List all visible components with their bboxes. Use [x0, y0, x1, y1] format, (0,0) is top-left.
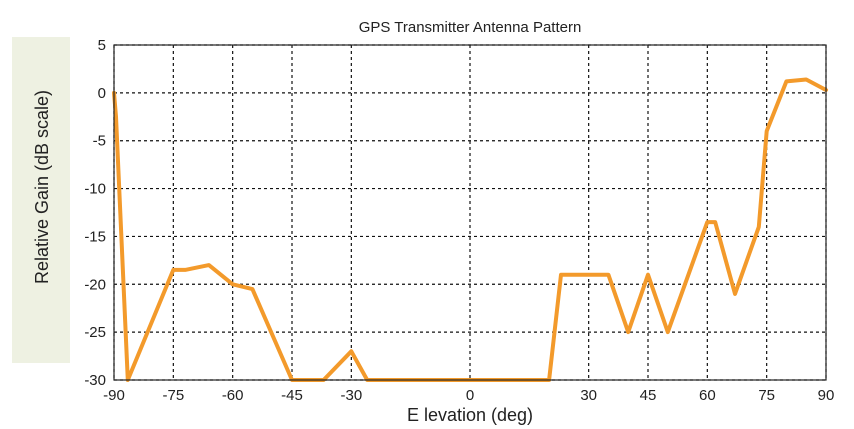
x-tick-label: 0 [466, 387, 474, 404]
y-tick-label: -5 [93, 133, 106, 150]
x-tick-label: 75 [758, 387, 775, 404]
x-tick-label: 45 [640, 387, 657, 404]
x-tick-label: -45 [281, 387, 303, 404]
y-tick-label: -15 [84, 228, 106, 245]
tick-labels: -90 -75 -60 -45 -30 0 30 45 60 75 90 5 0 -5 -10 -15 -20 -… [84, 37, 834, 404]
series-line [112, 77, 828, 382]
chart-title: GPS Transmitter Antenna Pattern [359, 19, 582, 36]
x-tick-label: -75 [162, 387, 184, 404]
x-axis-label: E levation (deg) [407, 405, 533, 425]
y-tick-label: -10 [84, 181, 106, 198]
y-tick-label: -30 [84, 372, 106, 389]
x-tick-label: -30 [340, 387, 362, 404]
y-tick-label: 0 [98, 85, 106, 102]
plot-frame [113, 44, 827, 381]
x-tick-label: 90 [818, 387, 835, 404]
x-tick-label: -90 [103, 387, 125, 404]
y-tick-label: -25 [84, 324, 106, 341]
x-tick-label: 60 [699, 387, 716, 404]
x-tick-label: 30 [580, 387, 597, 404]
y-axis-label: Relative Gain (dB scale) [32, 90, 52, 284]
x-tick-label: -60 [222, 387, 244, 404]
series-layer [112, 77, 828, 382]
y-tick-label: -20 [84, 276, 106, 293]
y-tick-label: 5 [98, 37, 106, 54]
ylabel-background [12, 37, 70, 363]
grid-lines [113, 44, 827, 381]
